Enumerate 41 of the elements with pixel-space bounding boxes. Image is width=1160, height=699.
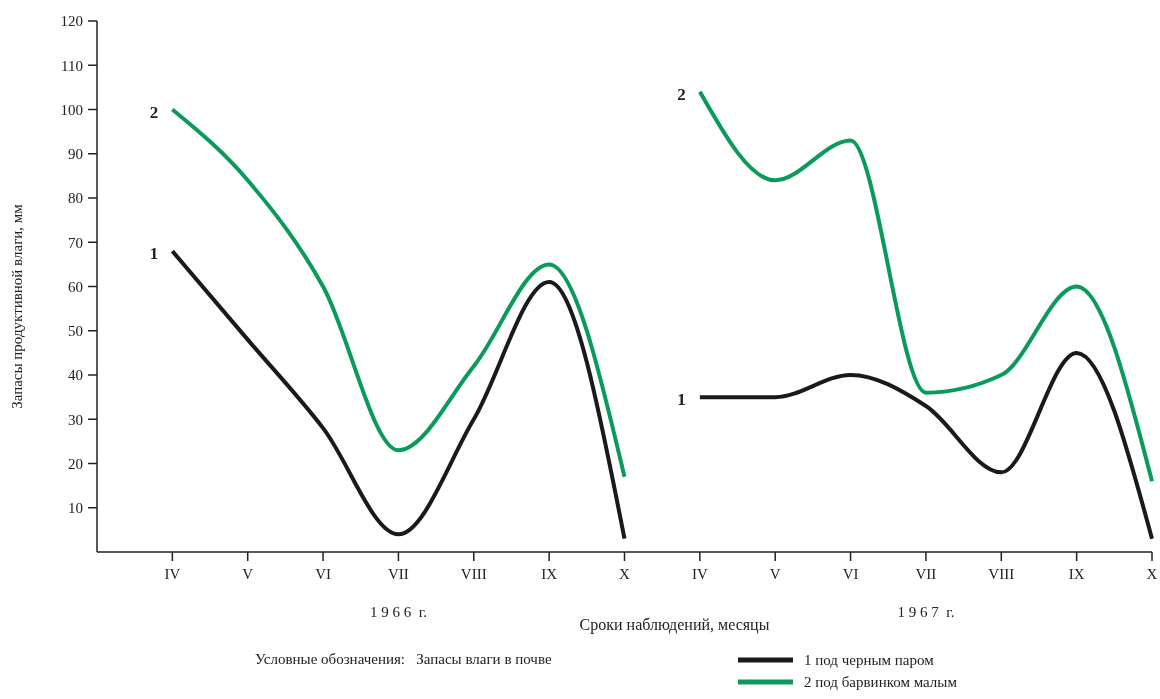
x-tick-label: VI (842, 566, 859, 582)
x-tick-label: IV (164, 566, 181, 582)
annotation: 1 (149, 244, 159, 264)
x-tick-label: VIII (460, 566, 487, 582)
legend-label: 1 под черным паром (804, 652, 935, 668)
x-tick-label: V (242, 566, 254, 582)
legend-title: Условные обозначения: Запасы влаги в почве (255, 651, 552, 667)
y-tick-label: 90 (68, 146, 83, 162)
x-tick-label: V (769, 566, 781, 582)
y-tick-label: 110 (61, 57, 83, 74)
y-tick-label: 120 (60, 13, 83, 30)
y-tick-label: 30 (68, 411, 83, 428)
x-tick-label: VII (388, 566, 409, 582)
x-tick-label: IX (541, 566, 558, 582)
legend-label: 2 под барвинком малым (804, 674, 958, 690)
x-tick-label: IV (691, 566, 708, 582)
x-tick-label: VI (315, 566, 331, 582)
y-tick-label: 80 (68, 190, 83, 207)
annotation: 2 (677, 84, 686, 104)
y-tick-label: 100 (60, 101, 83, 118)
y-tick-label: 10 (68, 500, 83, 516)
y-tick-label: 50 (68, 323, 83, 339)
annotation: 2 (149, 102, 159, 122)
text: 1 9 6 6 г. (369, 604, 427, 620)
text: 1 9 6 7 г. (897, 604, 955, 620)
line-series (170, 249, 627, 541)
x-axis-title: Сроки наблюдений, месяцы (579, 616, 770, 634)
x-tick-label: VIII (988, 566, 1015, 582)
x-tick-label: X (619, 566, 631, 582)
x-tick-label: VII (915, 566, 937, 582)
line-series (697, 89, 1154, 484)
annotation: 1 (677, 390, 686, 410)
y-tick-label: 20 (68, 455, 83, 472)
line-series (170, 107, 627, 479)
y-tick-label: 40 (68, 367, 83, 384)
x-tick-label: IX (1068, 566, 1085, 582)
x-tick-label: X (1146, 566, 1158, 582)
line-series (697, 350, 1154, 541)
y-axis-title: Запасы продуктивной влаги, мм (9, 203, 25, 409)
y-tick-label: 70 (68, 234, 83, 251)
y-tick-label: 60 (68, 278, 83, 295)
